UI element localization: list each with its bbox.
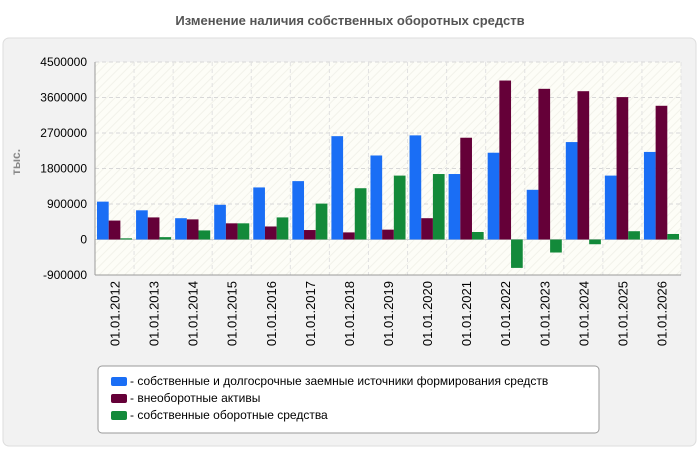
bar	[432, 174, 445, 240]
bar	[198, 230, 211, 240]
bar	[565, 142, 578, 240]
legend-box	[97, 365, 600, 434]
chart-title: Изменение наличия собственных оборотных …	[175, 13, 524, 28]
bar	[159, 237, 172, 240]
legend-label: - внеоборотные активы	[130, 391, 260, 405]
x-tick-label: 01.01.2024	[576, 281, 591, 346]
bar	[487, 152, 500, 240]
bar	[550, 239, 562, 253]
x-tick-label: 01.01.2017	[303, 281, 318, 346]
legend-swatch	[111, 411, 127, 420]
bar	[97, 201, 109, 240]
axis-layer: -900000 0 900000 1800000 2700000 3600000 45000…	[40, 55, 681, 346]
bar	[667, 233, 679, 240]
legend-label: - собственные и долгосрочные заемные ист…	[130, 374, 548, 388]
x-tick-label: 01.01.2014	[186, 281, 201, 346]
grid-layer	[94, 61, 682, 276]
legend: - собственные и долгосрочные заемные ист…	[97, 365, 600, 434]
x-tick-label: 01.01.2022	[498, 281, 513, 346]
x-tick-label: 01.01.2015	[225, 281, 240, 346]
bar	[175, 218, 187, 240]
bar	[393, 175, 406, 240]
bar	[628, 231, 640, 240]
y-tick-label: 2700000	[40, 126, 87, 140]
bar	[471, 232, 484, 240]
bar	[214, 204, 226, 240]
bar	[186, 219, 199, 240]
x-tick-label: 01.01.2021	[459, 281, 474, 346]
bar	[136, 210, 148, 240]
x-tick-label: 01.01.2019	[381, 281, 396, 346]
x-tick-label: 01.01.2016	[264, 281, 279, 346]
x-tick-label: 01.01.2020	[420, 281, 435, 346]
bar	[655, 105, 668, 240]
bar	[382, 229, 394, 240]
y-tick-label: 4500000	[40, 55, 87, 69]
x-tick-label: 01.01.2013	[147, 281, 162, 346]
y-tick-label: -900000	[43, 268, 87, 282]
legend-swatch	[111, 394, 127, 403]
bar	[315, 203, 328, 240]
x-tick-label: 01.01.2025	[615, 281, 630, 346]
y-tick-label: 3600000	[40, 91, 87, 105]
x-tick-label: 01.01.2018	[342, 281, 357, 346]
bar	[409, 135, 422, 240]
y-axis-label: тыс.	[9, 149, 23, 175]
bar	[448, 174, 461, 240]
bar	[511, 239, 523, 268]
bar	[304, 230, 316, 240]
bar	[120, 238, 133, 240]
bar	[526, 189, 539, 240]
bar	[421, 218, 433, 240]
bar	[253, 187, 265, 240]
bar	[370, 155, 383, 240]
bar	[460, 137, 472, 240]
bar	[147, 217, 160, 240]
legend-swatch	[111, 377, 127, 386]
bar	[499, 80, 512, 240]
legend-label: - собственные оборотные средства	[130, 408, 328, 422]
bar	[276, 217, 289, 240]
bar	[108, 220, 121, 240]
y-tick-label: 0	[80, 233, 87, 247]
bar	[264, 226, 277, 240]
bars-layer	[97, 80, 679, 268]
y-tick-label: 1800000	[40, 162, 87, 176]
bar	[225, 223, 238, 240]
y-tick-label: 900000	[47, 197, 87, 211]
bar	[589, 239, 601, 245]
bar	[604, 175, 617, 240]
bar	[343, 232, 355, 240]
bar	[292, 181, 305, 240]
bar	[643, 151, 656, 240]
bar	[354, 188, 367, 240]
bar	[538, 88, 551, 240]
x-tick-label: 01.01.2026	[654, 281, 669, 346]
bar	[577, 91, 590, 240]
bar	[331, 136, 344, 240]
bar	[616, 97, 629, 240]
x-tick-label: 01.01.2023	[537, 281, 552, 346]
bar	[237, 223, 250, 240]
x-tick-label: 01.01.2012	[108, 281, 123, 346]
